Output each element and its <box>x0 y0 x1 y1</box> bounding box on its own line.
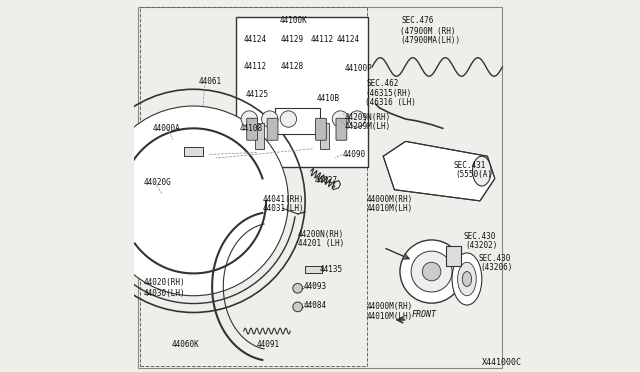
Text: 44112: 44112 <box>244 62 267 71</box>
Text: 4410B: 4410B <box>316 94 339 103</box>
Text: 44125: 44125 <box>246 90 269 99</box>
Text: 44093: 44093 <box>303 282 326 291</box>
FancyBboxPatch shape <box>275 108 320 134</box>
Text: 44030(LH): 44030(LH) <box>143 289 185 298</box>
Text: 44010M(LH): 44010M(LH) <box>367 204 413 213</box>
FancyBboxPatch shape <box>305 266 322 273</box>
Text: 44000A: 44000A <box>152 124 180 133</box>
Ellipse shape <box>458 262 476 296</box>
Text: 44000M(RH): 44000M(RH) <box>367 302 413 311</box>
Text: 44090: 44090 <box>342 150 365 159</box>
Text: 44124: 44124 <box>244 35 267 44</box>
Circle shape <box>262 111 278 127</box>
Ellipse shape <box>462 272 472 286</box>
Text: 44201 (LH): 44201 (LH) <box>298 239 344 248</box>
FancyBboxPatch shape <box>246 118 257 140</box>
Text: 44209N(RH): 44209N(RH) <box>344 113 390 122</box>
Text: 44129: 44129 <box>281 35 304 44</box>
FancyBboxPatch shape <box>320 123 330 149</box>
Text: 44041(RH): 44041(RH) <box>262 195 304 203</box>
Text: SEC.430: SEC.430 <box>478 254 511 263</box>
Circle shape <box>422 262 441 281</box>
Text: X441000C: X441000C <box>482 358 522 367</box>
Circle shape <box>332 111 349 127</box>
Text: (46316 (LH): (46316 (LH) <box>365 98 416 107</box>
Text: SEC.431: SEC.431 <box>454 161 486 170</box>
Text: (43202): (43202) <box>465 241 497 250</box>
Text: 44135: 44135 <box>320 265 343 274</box>
Circle shape <box>411 251 452 292</box>
Text: 44209M(LH): 44209M(LH) <box>344 122 390 131</box>
FancyBboxPatch shape <box>267 118 278 140</box>
Text: 44100P: 44100P <box>344 64 372 73</box>
FancyBboxPatch shape <box>255 123 264 149</box>
Circle shape <box>293 302 303 312</box>
Circle shape <box>99 106 289 296</box>
Text: 44100K: 44100K <box>280 16 308 25</box>
Text: 44091: 44091 <box>257 340 280 349</box>
Circle shape <box>241 111 257 127</box>
Text: 44020(RH): 44020(RH) <box>143 278 185 287</box>
Text: (5550(A): (5550(A) <box>456 170 493 179</box>
Text: 44060K: 44060K <box>172 340 199 349</box>
Text: (43206): (43206) <box>480 263 513 272</box>
Text: 44031(LH): 44031(LH) <box>262 204 304 213</box>
Circle shape <box>280 111 296 127</box>
Text: FRONT: FRONT <box>411 310 436 319</box>
FancyBboxPatch shape <box>184 147 203 156</box>
FancyBboxPatch shape <box>447 246 461 266</box>
Text: 44200N(RH): 44200N(RH) <box>298 230 344 239</box>
Ellipse shape <box>472 156 491 186</box>
Text: 44000M(RH): 44000M(RH) <box>367 195 413 203</box>
Text: 44020G: 44020G <box>143 178 171 187</box>
Text: (47900MA(LH)): (47900MA(LH)) <box>400 36 460 45</box>
Text: 44128: 44128 <box>281 62 304 71</box>
Polygon shape <box>383 141 495 201</box>
Text: (47900M (RH): (47900M (RH) <box>400 27 456 36</box>
Text: SEC.462: SEC.462 <box>367 79 399 88</box>
Text: 44124: 44124 <box>337 35 360 44</box>
Circle shape <box>349 111 365 127</box>
Text: 44010M(LH): 44010M(LH) <box>367 312 413 321</box>
Text: (46315(RH): (46315(RH) <box>365 89 412 97</box>
Text: 44027: 44027 <box>314 176 337 185</box>
Circle shape <box>74 226 83 235</box>
Text: SEC.476: SEC.476 <box>402 16 434 25</box>
Circle shape <box>72 276 85 289</box>
Text: 44061: 44061 <box>199 77 222 86</box>
FancyBboxPatch shape <box>236 17 369 167</box>
FancyBboxPatch shape <box>336 118 347 140</box>
FancyBboxPatch shape <box>316 118 326 140</box>
Text: 44112: 44112 <box>310 35 334 44</box>
Text: 44108: 44108 <box>240 124 263 133</box>
Ellipse shape <box>452 253 482 305</box>
Text: SEC.430: SEC.430 <box>463 232 495 241</box>
Circle shape <box>400 240 463 303</box>
Text: 44084: 44084 <box>303 301 326 310</box>
Circle shape <box>293 283 303 293</box>
Circle shape <box>85 144 94 153</box>
